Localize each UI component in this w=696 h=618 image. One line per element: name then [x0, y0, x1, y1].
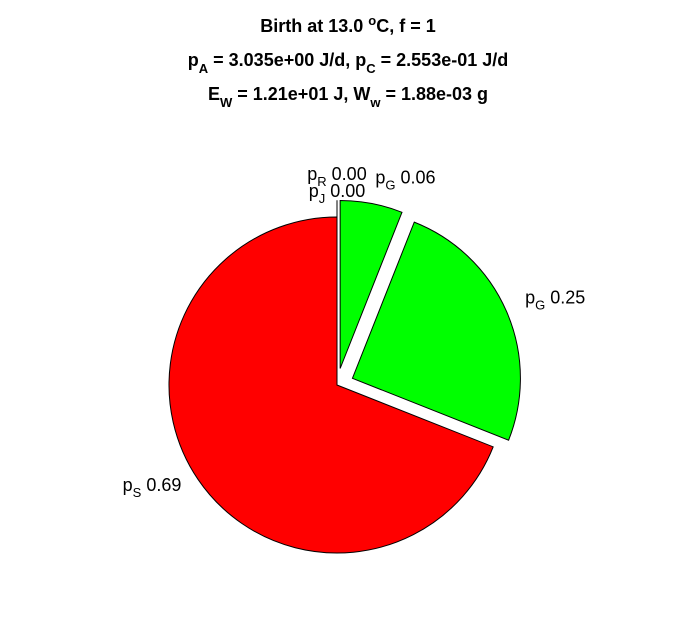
slice-label: pS 0.69	[123, 475, 182, 500]
title-segment: w	[369, 95, 381, 110]
title-segment: Birth at 13.0	[260, 16, 368, 36]
title-segment: C, f = 1	[376, 16, 436, 36]
pie-slice	[168, 216, 494, 554]
title-segment: p	[188, 50, 199, 70]
label-name: p	[123, 475, 133, 495]
label-value: 0.06	[401, 168, 436, 188]
title-segment: A	[199, 61, 209, 76]
label-value: 0.00	[330, 181, 365, 201]
label-value: 0.69	[146, 475, 181, 495]
label-name: p	[309, 181, 319, 201]
label-sub: G	[535, 298, 545, 313]
label-value: 0.00	[332, 164, 367, 184]
pie-slice	[339, 199, 403, 369]
title-segment: = 2.553e-01 J/d	[376, 50, 509, 70]
label-sub: S	[133, 485, 142, 500]
title-segment: = 1.88e-03 g	[380, 84, 488, 104]
pie-slice	[351, 221, 521, 441]
title-segment: C	[366, 61, 376, 76]
title-segment: W	[220, 95, 233, 110]
chart-title: Birth at 13.0 oC, f = 1	[260, 13, 436, 36]
label-value: 0.25	[550, 288, 585, 308]
slice-label: pR 0.00	[307, 164, 366, 189]
label-sub: G	[385, 178, 395, 193]
label-name: p	[525, 288, 535, 308]
label-sub: J	[319, 191, 326, 206]
title-segment: o	[368, 13, 376, 28]
chart-title: pA = 3.035e+00 J/d, pC = 2.553e-01 J/d	[188, 50, 508, 76]
title-segment: E	[208, 84, 220, 104]
slice-label: pG 0.25	[525, 288, 585, 313]
slice-label: pG 0.06	[375, 168, 435, 193]
chart-title: EW = 1.21e+01 J, Ww = 1.88e-03 g	[208, 84, 488, 110]
label-name: p	[307, 164, 317, 184]
title-segment: = 1.21e+01 J, W	[232, 84, 370, 104]
label-sub: R	[317, 174, 326, 189]
title-segment: = 3.035e+00 J/d, p	[208, 50, 366, 70]
slice-label: pJ 0.00	[309, 181, 366, 206]
label-name: p	[375, 168, 385, 188]
